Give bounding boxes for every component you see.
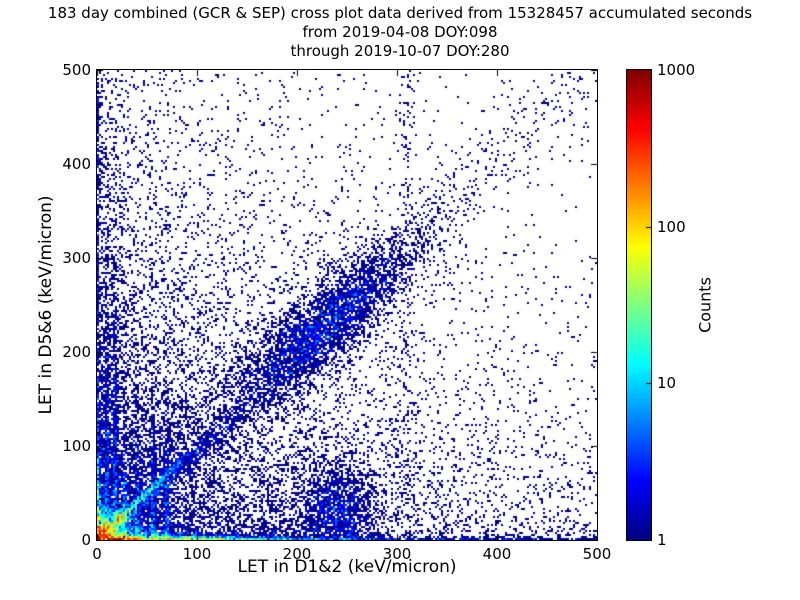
colorbar-tick-label: 10: [657, 374, 677, 393]
title-line-2: from 2019-04-08 DOY:098: [302, 23, 498, 41]
colorbar-tick-label: 1: [657, 531, 667, 549]
colorbar-gradient-canvas: [627, 70, 651, 540]
plot-area: [96, 69, 598, 541]
colorbar: [626, 69, 652, 541]
y-tick-label: 200: [62, 343, 91, 361]
x-tick-label: 0: [92, 545, 102, 563]
x-tick-label: 300: [382, 545, 412, 563]
y-axis-label: LET in D5&6 (keV/micron): [36, 195, 56, 415]
y-tick-label: 400: [62, 155, 91, 173]
x-tick-label: 200: [282, 545, 312, 563]
x-axis-label: LET in D1&2 (keV/micron): [237, 557, 457, 577]
scatter-density-canvas: [97, 70, 597, 540]
chart-title: 183 day combined (GCR & SEP) cross plot …: [0, 4, 800, 61]
x-tick-label: 400: [482, 545, 512, 563]
title-line-1: 183 day combined (GCR & SEP) cross plot …: [47, 4, 753, 22]
y-tick-label: 100: [62, 437, 91, 455]
y-tick-label: 500: [62, 61, 91, 79]
y-tick-label: 300: [62, 249, 91, 267]
colorbar-tick-label: 1000: [657, 61, 696, 79]
colorbar-label: Counts: [695, 277, 715, 333]
title-line-3: through 2019-10-07 DOY:280: [290, 42, 510, 60]
x-tick-label: 100: [182, 545, 212, 563]
x-tick-label: 500: [582, 545, 612, 563]
y-tick-label: 0: [81, 531, 91, 549]
colorbar-tick-label: 100: [657, 217, 686, 236]
